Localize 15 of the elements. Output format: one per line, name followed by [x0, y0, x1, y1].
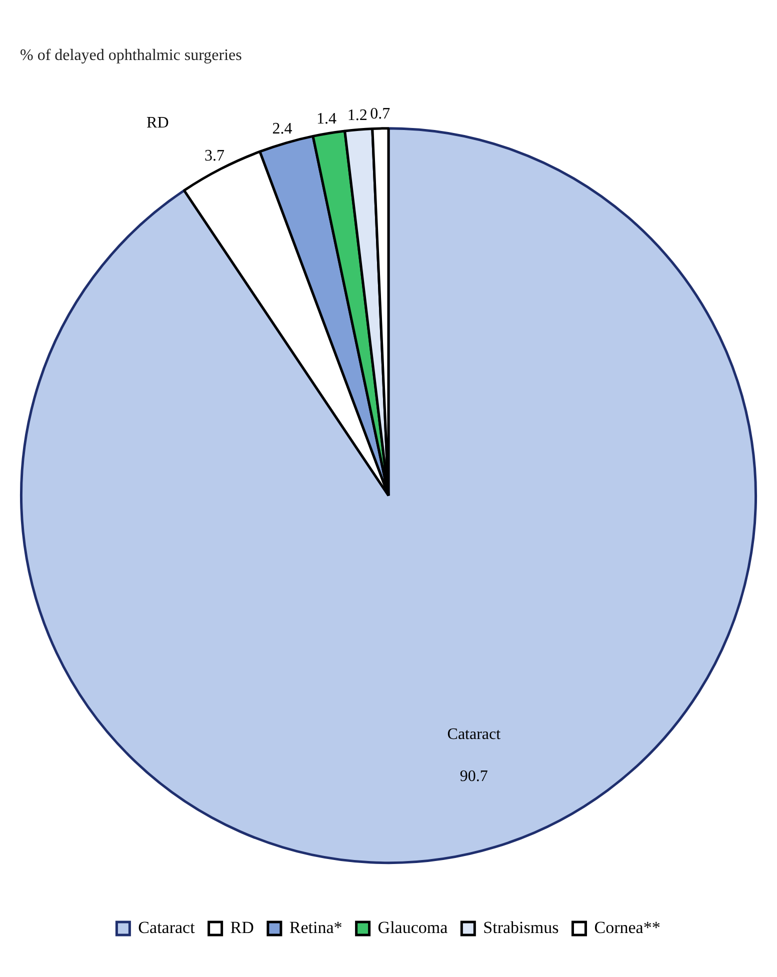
slice-label: Cataract — [447, 726, 502, 743]
legend-label: Strabismus — [483, 918, 559, 937]
data-label: 0.7 — [370, 106, 390, 123]
legend-label: Glaucoma — [378, 918, 448, 937]
legend-label: Cataract — [138, 918, 196, 937]
legend-label: Retina* — [289, 918, 342, 937]
legend-label: Cornea** — [594, 918, 660, 937]
data-label: 90.7 — [460, 768, 488, 785]
data-label: 1.4 — [316, 110, 337, 128]
chart-title: % of delayed ophthalmic surgeries — [20, 46, 242, 64]
legend-label: RD — [230, 918, 254, 937]
data-label: 3.7 — [204, 148, 225, 165]
data-label: 1.2 — [347, 106, 368, 124]
data-label: 2.4 — [272, 120, 292, 138]
text: RD — [146, 114, 169, 132]
